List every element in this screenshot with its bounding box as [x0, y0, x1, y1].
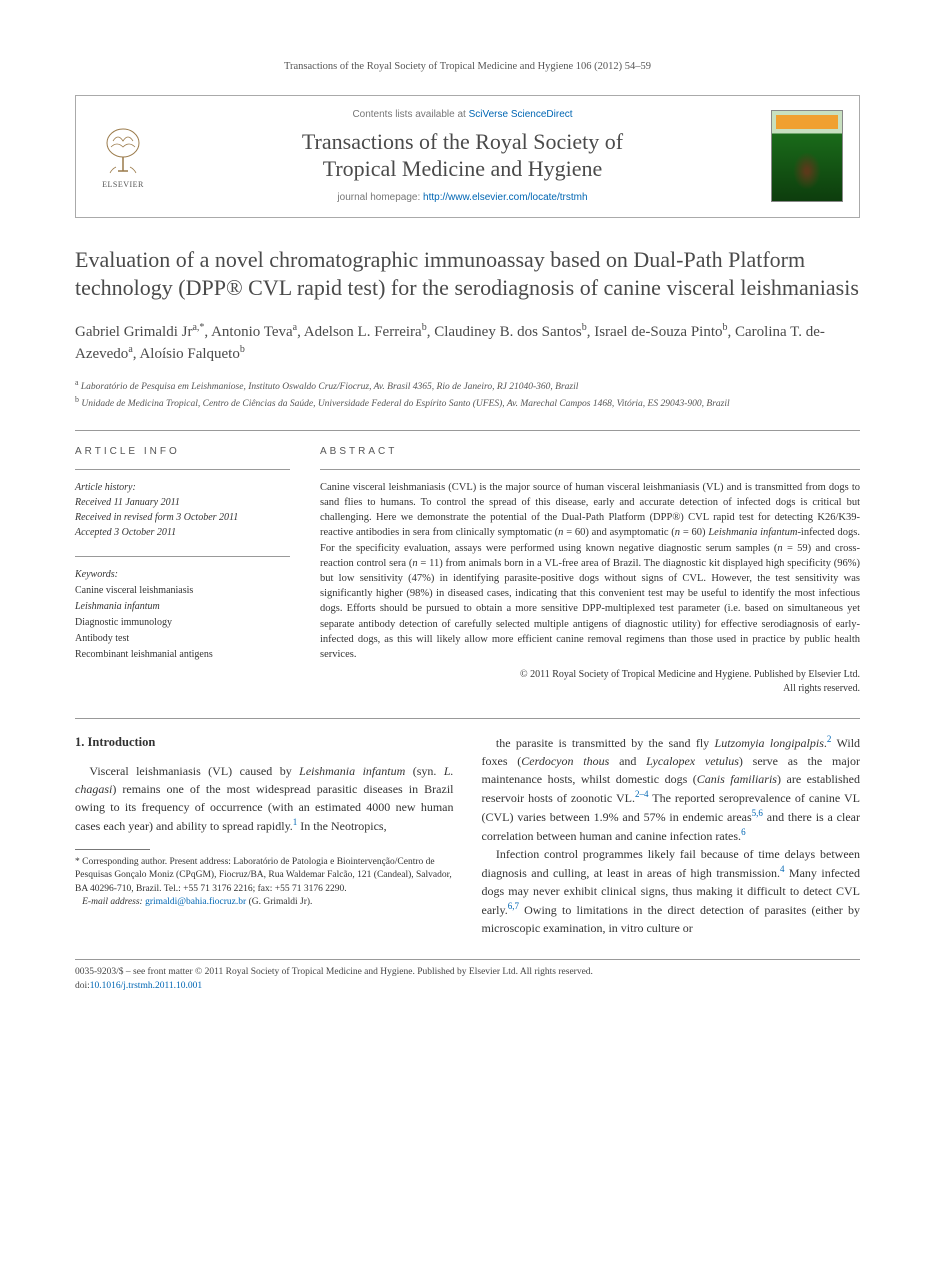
- body-para: Infection control programmes likely fail…: [482, 845, 861, 937]
- rule-bottom-abstract: [75, 718, 860, 719]
- rule-abstract: [320, 469, 860, 470]
- section-title: Introduction: [88, 735, 156, 749]
- corresponding-email-link[interactable]: grimaldi@bahia.fiocruz.br: [145, 897, 246, 907]
- abstract-text: Canine visceral leishmaniasis (CVL) is t…: [320, 480, 860, 663]
- sciencedirect-link[interactable]: SciVerse ScienceDirect: [469, 109, 573, 120]
- homepage-link[interactable]: http://www.elsevier.com/locate/trstmh: [423, 192, 588, 203]
- running-head: Transactions of the Royal Society of Tro…: [75, 60, 860, 75]
- abstract-head: abstract: [320, 445, 860, 459]
- affiliations: a Laboratório de Pesquisa em Leishmanios…: [75, 377, 860, 412]
- email-label: E-mail address:: [82, 897, 143, 907]
- rule-footer: [75, 959, 860, 960]
- email-who: (G. Grimaldi Jr).: [249, 897, 313, 907]
- article-history: Article history: Received 11 January 201…: [75, 480, 290, 540]
- footnote-star: *: [75, 857, 80, 867]
- homepage-prefix: journal homepage:: [337, 192, 423, 203]
- contents-prefix: Contents lists available at: [352, 109, 468, 120]
- body-para: the parasite is transmitted by the sand …: [482, 733, 861, 845]
- abstract-copyright: © 2011 Royal Society of Tropical Medicin…: [320, 668, 860, 696]
- rule-top: [75, 430, 860, 431]
- issn-line: 0035-9203/$ – see front matter © 2011 Ro…: [75, 966, 860, 979]
- section-heading: 1. Introduction: [75, 733, 454, 752]
- section-number: 1.: [75, 735, 84, 749]
- doi-link[interactable]: 10.1016/j.trstmh.2011.10.001: [90, 981, 202, 991]
- body-para: Visceral leishmaniasis (VL) caused by Le…: [75, 762, 454, 835]
- elsevier-tree-icon: [98, 123, 148, 177]
- author-list: Gabriel Grimaldi Jra,*, Antonio Tevaa, A…: [75, 321, 860, 365]
- history-received: Received 11 January 2011: [75, 495, 290, 510]
- article-info-head: article info: [75, 445, 290, 459]
- affiliation-b: b Unidade de Medicina Tropical, Centro d…: [75, 394, 860, 411]
- rule-keywords: [75, 556, 290, 557]
- keyword-item: Recombinant leishmanial antigens: [75, 647, 290, 663]
- masthead-center: Contents lists available at SciVerse Sci…: [154, 108, 771, 205]
- doi-prefix: doi:: [75, 981, 90, 991]
- copyright-line2: All rights reserved.: [783, 683, 860, 694]
- info-abstract-row: article info Article history: Received 1…: [75, 445, 860, 697]
- elsevier-wordmark: ELSEVIER: [102, 179, 144, 190]
- affiliation-a: a Laboratório de Pesquisa em Leishmanios…: [75, 377, 860, 394]
- footnote-corr: Corresponding author. Present address: L…: [75, 857, 452, 894]
- copyright-line1: © 2011 Royal Society of Tropical Medicin…: [520, 669, 860, 680]
- keyword-item: Leishmania infantum: [75, 599, 290, 615]
- keywords-label: Keywords:: [75, 567, 290, 583]
- rule-info: [75, 469, 290, 470]
- footnote-separator: [75, 849, 150, 850]
- keywords-block: Keywords: Canine visceral leishmaniasis …: [75, 567, 290, 663]
- journal-homepage-line: journal homepage: http://www.elsevier.co…: [164, 191, 761, 205]
- contents-list-line: Contents lists available at SciVerse Sci…: [164, 108, 761, 122]
- keyword-item: Antibody test: [75, 631, 290, 647]
- keyword-item: Canine visceral leishmaniasis: [75, 583, 290, 599]
- doi-line: doi:10.1016/j.trstmh.2011.10.001: [75, 980, 860, 993]
- journal-title-line2: Tropical Medicine and Hygiene: [323, 156, 603, 181]
- page-root: Transactions of the Royal Society of Tro…: [0, 0, 935, 1033]
- article-info-column: article info Article history: Received 1…: [75, 445, 290, 697]
- masthead: ELSEVIER Contents lists available at Sci…: [75, 95, 860, 218]
- journal-title-line1: Transactions of the Royal Society of: [302, 129, 623, 154]
- journal-title: Transactions of the Royal Society of Tro…: [164, 128, 761, 183]
- abstract-column: abstract Canine visceral leishmaniasis (…: [320, 445, 860, 697]
- page-footer-meta: 0035-9203/$ – see front matter © 2011 Ro…: [75, 966, 860, 993]
- history-accepted: Accepted 3 October 2011: [75, 525, 290, 540]
- journal-cover-thumbnail: [771, 110, 843, 202]
- article-title: Evaluation of a novel chromatographic im…: [75, 246, 860, 303]
- body-two-column: 1. Introduction Visceral leishmaniasis (…: [75, 733, 860, 937]
- keyword-item: Diagnostic immunology: [75, 615, 290, 631]
- elsevier-logo: ELSEVIER: [92, 121, 154, 191]
- history-revised: Received in revised form 3 October 2011: [75, 510, 290, 525]
- history-label: Article history:: [75, 480, 290, 495]
- corresponding-author-footnote: * Corresponding author. Present address:…: [75, 856, 454, 909]
